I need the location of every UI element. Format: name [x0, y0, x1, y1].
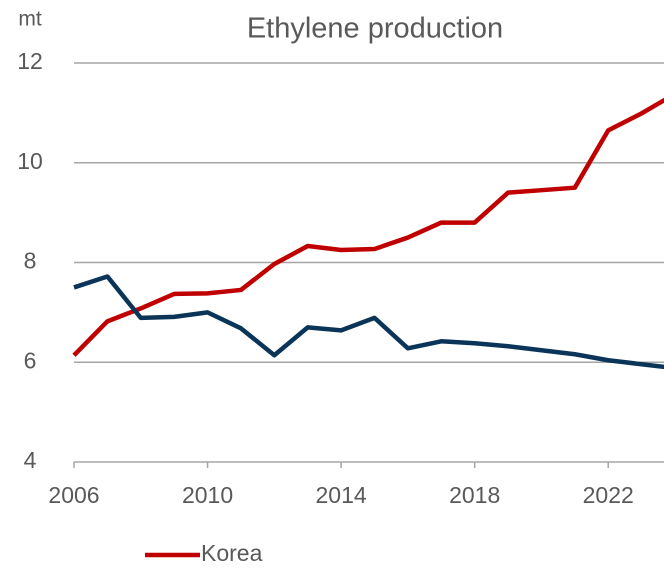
- chart-title: Ethylene production: [247, 13, 503, 45]
- y-tick-label: 10: [17, 148, 43, 174]
- x-tick-label: 2014: [316, 482, 367, 508]
- x-tick-label: 2018: [449, 482, 500, 508]
- y-tick-label: 6: [24, 347, 37, 373]
- y-tick-label: 8: [24, 248, 37, 274]
- y-axis-label: mt: [18, 8, 41, 31]
- x-tick-label: 2010: [182, 482, 233, 508]
- y-tick-label: 4: [24, 447, 37, 473]
- legend-label: Korea: [201, 540, 263, 566]
- series-line: [72, 97, 664, 357]
- x-tick-label: 2022: [583, 482, 634, 508]
- series-line: [73, 274, 664, 370]
- y-tick-label: 12: [17, 48, 43, 74]
- x-tick-label: 2006: [48, 482, 99, 508]
